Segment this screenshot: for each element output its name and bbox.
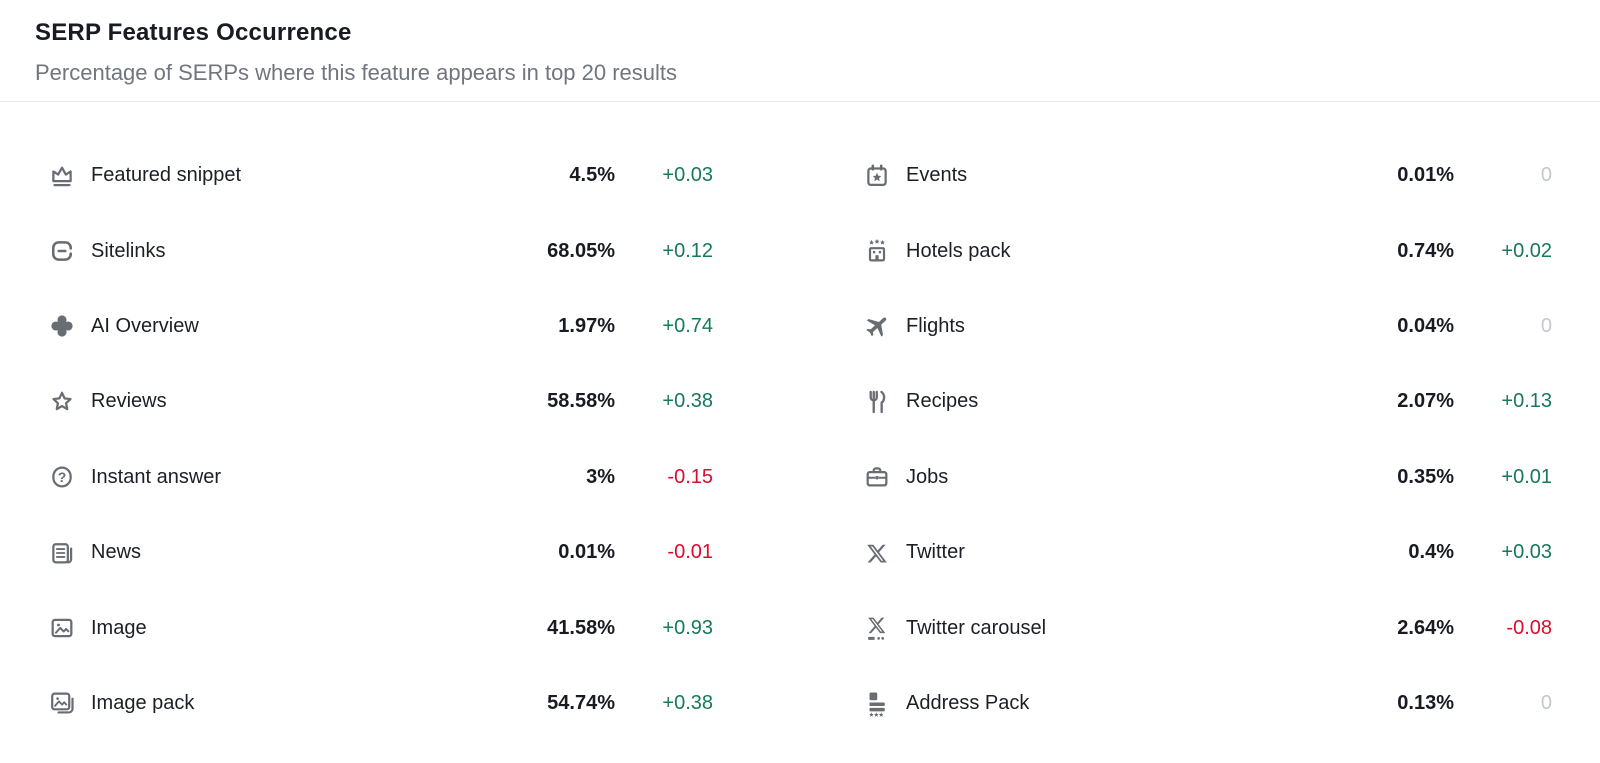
feature-row-image-pack[interactable]: Image pack 54.74% +0.38 [48,666,713,741]
feature-label: Sitelinks [91,239,166,262]
feature-value: 41.58% [547,616,615,639]
feature-row-ai-overview[interactable]: AI Overview 1.97% +0.74 [48,289,713,364]
feature-value: 54.74% [547,691,615,714]
link-icon [48,237,76,265]
feature-row-jobs[interactable]: Jobs 0.35% +0.01 [863,440,1552,515]
image-pack-icon [48,689,76,717]
feature-label: Featured snippet [91,164,242,187]
feature-row-events[interactable]: Events 0.01% 0 [863,138,1552,213]
feature-value: 0.35% [1397,465,1454,488]
feature-value: 2.07% [1397,390,1454,413]
ai-sparkle-icon [48,312,76,340]
image-icon [48,614,76,642]
feature-label: News [91,541,142,564]
feature-value: 0.4% [1408,541,1454,564]
feature-change: +0.74 [662,314,713,337]
feature-change: +0.01 [1501,465,1552,488]
feature-row-reviews[interactable]: Reviews 58.58% +0.38 [48,364,713,439]
feature-change: 0 [1540,314,1552,337]
x-logo-icon [863,539,891,567]
svg-text:?: ? [58,469,67,485]
feature-value: 68.05% [547,239,615,262]
feature-label: Recipes [906,390,979,413]
feature-label: Address Pack [906,691,1030,714]
page-title: SERP Features Occurrence [35,19,352,46]
feature-row-news[interactable]: News 0.01% -0.01 [48,515,713,590]
feature-row-address-pack[interactable]: Address Pack 0.13% 0 [863,666,1552,741]
feature-value: 4.5% [569,164,615,187]
feature-row-twitter[interactable]: Twitter 0.4% +0.03 [863,515,1552,590]
feature-value: 58.58% [547,390,615,413]
airplane-icon [863,312,891,340]
feature-change: +0.03 [662,164,713,187]
feature-change: 0 [1540,164,1552,187]
feature-value: 3% [586,465,615,488]
feature-label: Image [91,616,147,639]
page-subtitle: Percentage of SERPs where this feature a… [35,60,678,85]
calendar-star-icon [863,162,891,190]
feature-label: Events [906,164,968,187]
serp-features-grid: Featured snippet 4.5% +0.03 Sitelinks 68… [0,102,1600,741]
feature-row-flights[interactable]: Flights 0.04% 0 [863,289,1552,364]
feature-value: 2.64% [1397,616,1454,639]
feature-label: Flights [906,314,965,337]
feature-change: +0.38 [662,691,713,714]
feature-row-instant-answer[interactable]: ? Instant answer 3% -0.15 [48,440,713,515]
x-carousel-icon [863,614,891,642]
crown-icon [48,162,76,190]
feature-change: +0.13 [1501,390,1552,413]
briefcase-icon [863,463,891,491]
feature-label: Reviews [91,390,167,413]
feature-row-featured-snippet[interactable]: Featured snippet 4.5% +0.03 [48,138,713,213]
feature-label: Twitter carousel [906,616,1047,639]
feature-row-sitelinks[interactable]: Sitelinks 68.05% +0.12 [48,213,713,288]
feature-label: Hotels pack [906,239,1011,262]
hotel-building-icon [863,237,891,265]
feature-change: +0.02 [1501,239,1552,262]
feature-value: 0.01% [1397,164,1454,187]
feature-row-twitter-carousel[interactable]: Twitter carousel 2.64% -0.08 [863,590,1552,665]
question-badge-icon: ? [48,463,76,491]
feature-change: +0.12 [662,239,713,262]
feature-label: Twitter [906,541,965,564]
feature-change: +0.93 [662,616,713,639]
star-icon [48,388,76,416]
address-list-icon [863,689,891,718]
feature-row-recipes[interactable]: Recipes 2.07% +0.13 [863,364,1552,439]
panel-header: SERP Features Occurrence Percentage of S… [0,0,1600,88]
feature-row-image[interactable]: Image 41.58% +0.93 [48,590,713,665]
feature-change: +0.03 [1501,541,1552,564]
header-divider [0,101,1600,102]
feature-value: 0.01% [558,541,615,564]
feature-value: 0.04% [1397,314,1454,337]
feature-value: 1.97% [558,314,615,337]
newspaper-icon [48,539,76,567]
feature-change: -0.08 [1506,616,1552,639]
feature-label: Instant answer [91,465,222,488]
feature-label: Image pack [91,691,195,714]
feature-value: 0.13% [1397,691,1454,714]
feature-change: -0.01 [667,541,713,564]
feature-change: +0.38 [662,390,713,413]
feature-row-hotels-pack[interactable]: Hotels pack 0.74% +0.02 [863,213,1552,288]
feature-label: AI Overview [91,314,199,337]
cutlery-icon [863,388,891,416]
feature-change: 0 [1540,691,1552,714]
feature-value: 0.74% [1397,239,1454,262]
feature-change: -0.15 [667,465,713,488]
feature-label: Jobs [906,465,949,488]
